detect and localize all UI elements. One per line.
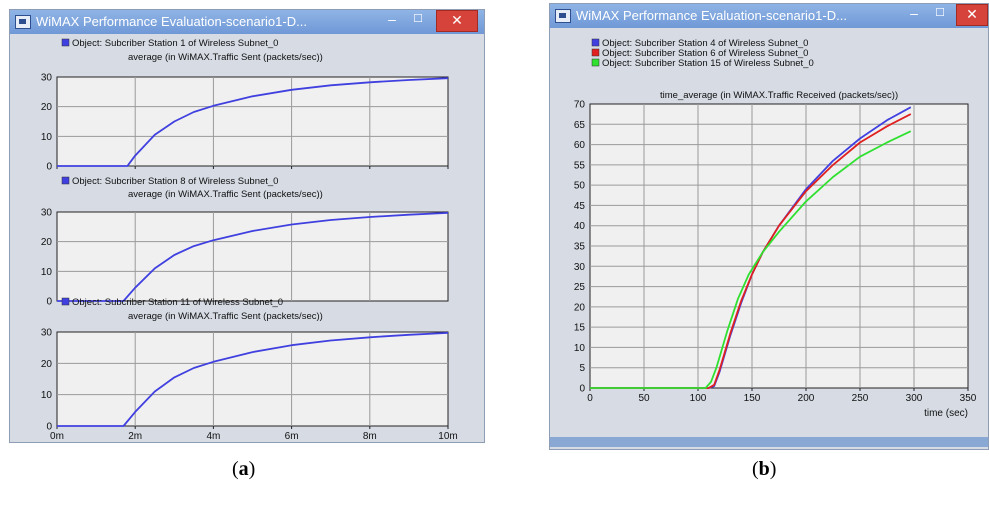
right-plot-svg: Object: Subcriber Station 4 of Wireless … [550, 38, 988, 447]
caption-a-open: ( [232, 458, 239, 480]
left-window: WiMAX Performance Evaluation-scenario1-D… [9, 9, 485, 443]
x-axis-label: time (sec) [924, 408, 968, 419]
y-tick-label: 0 [46, 162, 52, 173]
window-title: WiMAX Performance Evaluation-scenario1-D… [36, 14, 307, 29]
y-tick-label: 65 [574, 120, 586, 131]
status-bar [550, 437, 988, 447]
y-tick-label: 5 [579, 363, 585, 374]
y-tick-label: 10 [574, 343, 586, 354]
x-tick-label: 300 [906, 393, 923, 404]
y-tick-label: 10 [41, 267, 53, 278]
left-plots-svg: Object: Subcriber Station 1 of Wireless … [41, 38, 458, 442]
x-tick-label: 50 [638, 393, 650, 404]
plot-area [56, 331, 449, 427]
y-tick-label: 25 [574, 282, 586, 293]
series-line [57, 332, 449, 427]
caption-a: (a) [232, 458, 255, 481]
y-tick-label: 10 [41, 390, 53, 401]
window-title: WiMAX Performance Evaluation-scenario1-D… [576, 8, 847, 23]
y-tick-label: 30 [41, 208, 53, 219]
series-line [57, 212, 449, 302]
maximize-button[interactable]: ☐ [935, 7, 945, 19]
y-tick-label: 0 [46, 297, 52, 308]
legend-swatch [591, 48, 600, 57]
maximize-button[interactable]: ☐ [413, 13, 423, 25]
y-tick-label: 30 [41, 328, 53, 339]
chart-station-1: Object: Subcriber Station 1 of Wireless … [41, 38, 449, 173]
y-tick-label: 20 [41, 102, 53, 113]
y-tick-label: 20 [574, 302, 586, 313]
y-tick-label: 70 [574, 100, 586, 111]
series-line [590, 113, 912, 389]
x-tick-label: 4m [206, 431, 220, 442]
series-line [590, 130, 912, 389]
legend-swatch [61, 176, 70, 185]
y-tick-label: 10 [41, 132, 53, 143]
legend-swatch [61, 38, 70, 47]
legend-swatch [61, 297, 70, 306]
x-tick-label: 6m [285, 431, 299, 442]
caption-b: (b) [752, 458, 776, 481]
y-tick-label: 30 [41, 73, 53, 84]
x-tick-label: 250 [852, 393, 869, 404]
x-tick-label: 150 [744, 393, 761, 404]
right-window: WiMAX Performance Evaluation-scenario1-D… [549, 3, 989, 450]
x-tick-label: 350 [960, 393, 977, 404]
y-tick-label: 45 [574, 201, 586, 212]
chart-station-8: Object: Subcriber Station 8 of Wireless … [41, 176, 449, 308]
x-tick-label: 10m [438, 431, 457, 442]
caption-b-letter: b [758, 458, 770, 480]
legend-label: Object: Subcriber Station 11 of Wireless… [72, 297, 283, 308]
y-tick-label: 40 [574, 221, 586, 232]
caption-b-close: ) [769, 458, 777, 480]
app-icon [15, 15, 31, 29]
chart-station-11: Object: Subcriber Station 11 of Wireless… [41, 297, 458, 442]
chart-title: average (in WiMAX.Traffic Sent (packets/… [128, 189, 323, 200]
legend-swatch [591, 38, 600, 47]
y-tick-label: 15 [574, 323, 586, 334]
x-tick-label: 2m [128, 431, 142, 442]
legend-label: Object: Subcriber Station 4 of Wireless … [602, 38, 808, 49]
plot-area [56, 211, 449, 302]
y-tick-label: 0 [46, 422, 52, 433]
minimize-button[interactable]: – [910, 5, 918, 21]
y-tick-label: 20 [41, 237, 53, 248]
chart-title: average (in WiMAX.Traffic Sent (packets/… [128, 311, 323, 322]
legend-label: Object: Subcriber Station 1 of Wireless … [72, 38, 278, 49]
x-tick-label: 0m [50, 431, 64, 442]
legend-swatch [591, 58, 600, 67]
y-tick-label: 35 [574, 242, 586, 253]
y-tick-label: 55 [574, 160, 586, 171]
series-line [57, 77, 449, 167]
plot-area [56, 76, 449, 167]
y-tick-label: 0 [579, 384, 585, 395]
left-window-titlebar[interactable]: WiMAX Performance Evaluation-scenario1-D… [10, 10, 484, 34]
caption-a-letter: a [238, 458, 249, 480]
close-button[interactable]: ✕ [436, 10, 478, 32]
right-window-titlebar[interactable]: WiMAX Performance Evaluation-scenario1-D… [550, 4, 988, 28]
legend-label: Object: Subcriber Station 15 of Wireless… [602, 58, 814, 69]
chart-title: average (in WiMAX.Traffic Sent (packets/… [128, 52, 323, 63]
y-tick-label: 30 [574, 262, 586, 273]
x-tick-label: 100 [690, 393, 707, 404]
close-button[interactable]: ✕ [956, 4, 988, 26]
y-tick-label: 60 [574, 140, 586, 151]
chart-traffic-received: Object: Subcriber Station 4 of Wireless … [550, 38, 988, 447]
minimize-button[interactable]: – [388, 11, 396, 27]
chart-title: time_average (in WiMAX.Traffic Received … [660, 90, 898, 101]
x-tick-label: 0 [587, 393, 593, 404]
legend-label: Object: Subcriber Station 8 of Wireless … [72, 176, 278, 187]
caption-a-close: ) [248, 458, 256, 480]
x-tick-label: 200 [798, 393, 815, 404]
legend-label: Object: Subcriber Station 6 of Wireless … [602, 48, 808, 59]
app-icon [555, 9, 571, 23]
caption-b-open: ( [752, 458, 759, 480]
y-tick-label: 20 [41, 359, 53, 370]
y-tick-label: 50 [574, 181, 586, 192]
x-tick-label: 8m [363, 431, 377, 442]
